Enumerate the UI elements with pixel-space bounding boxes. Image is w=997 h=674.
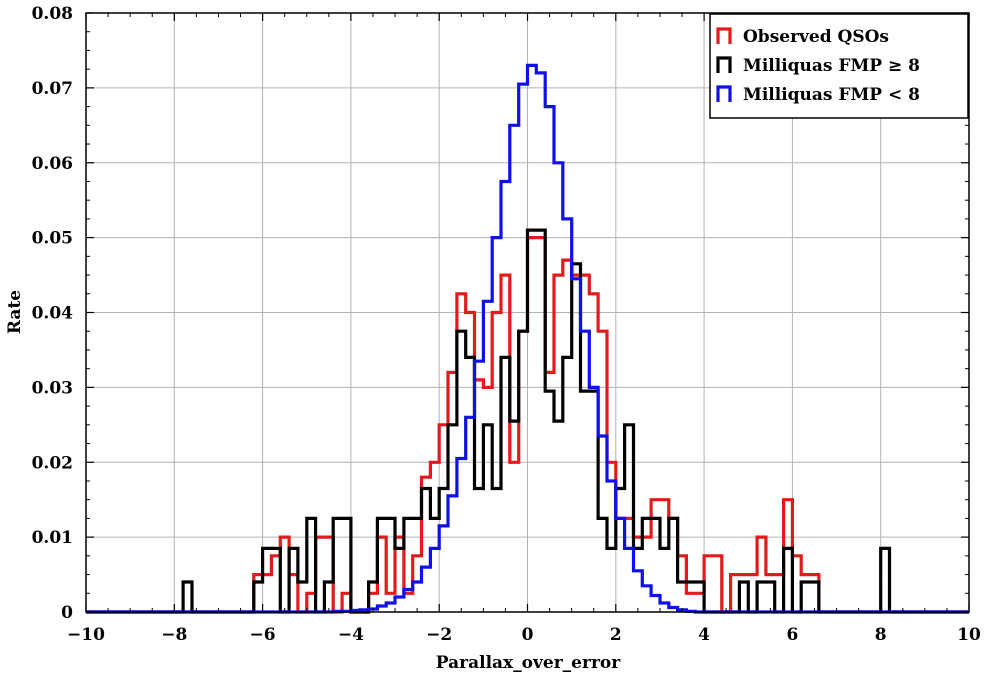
axis-ticks: −10 −8 −6 −4 −2 0 2 4 6 8 10 0 0.01 0.02 0.03 0.04 0.05 0…	[32, 4, 981, 645]
x-tick-label: −4	[338, 625, 364, 645]
y-tick-label: 0.05	[32, 229, 73, 249]
y-tick-label: 0	[61, 603, 73, 623]
x-tick-label: 8	[875, 625, 887, 645]
legend-label: Observed QSOs	[743, 27, 889, 47]
y-tick-label: 0.02	[32, 453, 73, 473]
legend-swatch	[716, 85, 732, 102]
x-tick-label: 10	[957, 625, 981, 645]
legend-label: Milliquas FMP < 8	[743, 85, 920, 105]
x-tick-label: −2	[426, 625, 452, 645]
series-line-0	[86, 236, 969, 614]
x-tick-label: −8	[161, 625, 187, 645]
y-tick-label: 0.06	[32, 154, 73, 174]
y-tick-label: 0.04	[32, 304, 74, 324]
x-axis-title: Parallax_over_error	[436, 653, 621, 673]
legend: Observed QSOs Milliquas FMP ≥ 8 Milliquas …	[709, 13, 969, 119]
x-tick-label: 0	[522, 625, 534, 645]
legend-box	[709, 13, 969, 119]
x-tick-label: 6	[786, 625, 798, 645]
x-tick-label: 2	[610, 625, 622, 645]
y-tick-label: 0.01	[32, 528, 73, 548]
legend-swatch	[716, 27, 732, 44]
y-tick-label: 0.03	[32, 378, 73, 398]
y-axis-title: Rate	[5, 290, 25, 334]
y-tick-label: 0.08	[32, 4, 73, 24]
x-tick-label: −6	[250, 625, 276, 645]
y-tick-label: 0.07	[32, 79, 73, 99]
x-tick-label: −10	[67, 625, 105, 645]
series-line-2	[86, 63, 969, 614]
legend-swatch	[716, 56, 732, 73]
x-tick-label: 4	[698, 625, 710, 645]
legend-label: Milliquas FMP ≥ 8	[743, 56, 920, 76]
